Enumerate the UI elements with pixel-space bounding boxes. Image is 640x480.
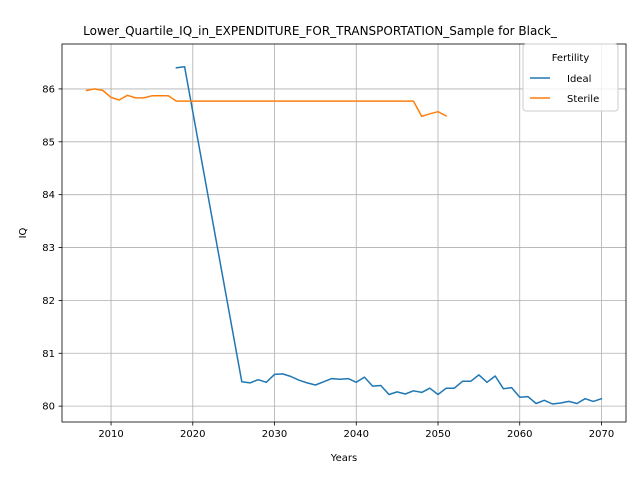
- y-tick-label: 82: [42, 296, 55, 307]
- x-tick-label: 2010: [98, 429, 123, 440]
- grid-lines: [62, 44, 626, 422]
- legend-box: [522, 43, 619, 112]
- y-tick-label: 83: [42, 243, 55, 254]
- y-axis-label: IQ: [18, 227, 29, 238]
- x-tick-label: 2050: [425, 429, 450, 440]
- axes-frame: [61, 43, 627, 423]
- x-axis-label: Years: [330, 453, 357, 464]
- y-tick-label: 85: [42, 137, 55, 148]
- x-tick-label: 2020: [180, 429, 205, 440]
- y-tick-label: 80: [42, 402, 55, 413]
- y-tick-label: 84: [42, 190, 55, 201]
- y-tick-label: 81: [42, 349, 55, 360]
- x-tick-label: 2070: [589, 429, 614, 440]
- x-axis-ticks: 2010 2020 2030 2040 2050 2060 2070: [98, 422, 614, 440]
- series-lines: [85, 65, 603, 405]
- series-line-ideal: [175, 65, 603, 405]
- x-tick-label: 2060: [507, 429, 532, 440]
- legend-label-sterile: Sterile: [567, 94, 599, 105]
- y-tick-label: 86: [42, 84, 55, 95]
- series-line-sterile: [85, 88, 448, 118]
- x-tick-label: 2040: [344, 429, 369, 440]
- legend-title: Fertility: [552, 53, 590, 64]
- x-tick-label: 2030: [262, 429, 287, 440]
- legend-label-ideal: Ideal: [567, 74, 591, 85]
- y-axis-ticks: 80 81 82 83 84 85 86: [42, 84, 62, 413]
- legend: Fertility Ideal Sterile: [522, 43, 619, 112]
- chart-title: Lower_Quartile_IQ_in_EXPENDITURE_FOR_TRA…: [83, 24, 558, 38]
